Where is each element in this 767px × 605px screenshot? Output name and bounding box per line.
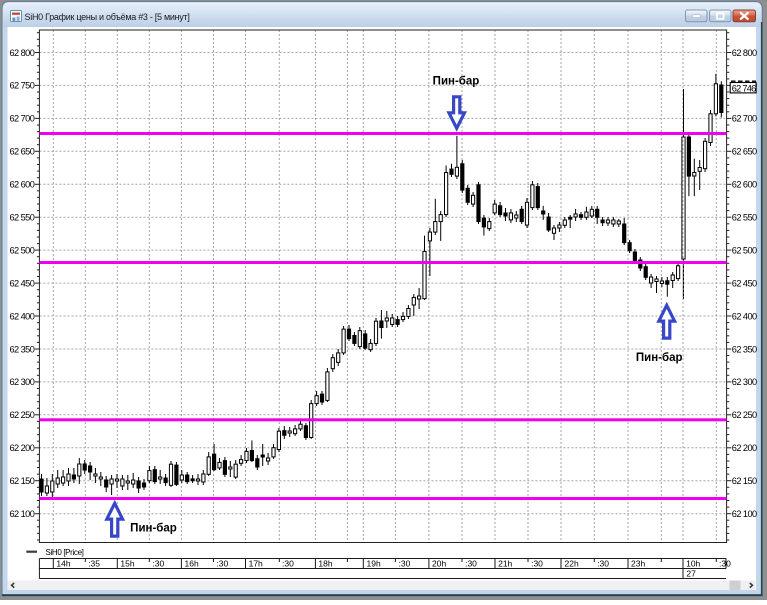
svg-text:15h: 15h: [120, 558, 134, 568]
svg-text:62 100: 62 100: [732, 509, 757, 519]
svg-text:Пин-бар: Пин-бар: [130, 523, 177, 535]
svg-text:62 550: 62 550: [732, 213, 757, 223]
svg-text:18h: 18h: [318, 558, 332, 568]
svg-text:62 550: 62 550: [9, 213, 34, 223]
svg-text:16h: 16h: [185, 558, 199, 568]
svg-text:62 200: 62 200: [732, 443, 757, 453]
svg-text:62 700: 62 700: [9, 114, 34, 124]
svg-text:23h: 23h: [631, 558, 645, 568]
svg-text:62 400: 62 400: [732, 311, 757, 321]
svg-text:14h: 14h: [56, 558, 70, 568]
svg-text::30: :30: [399, 558, 411, 568]
svg-text:62 200: 62 200: [9, 443, 34, 453]
svg-text:62 350: 62 350: [9, 344, 34, 354]
svg-text::30: :30: [531, 558, 543, 568]
svg-text::30: :30: [216, 558, 228, 568]
svg-text:20h: 20h: [432, 558, 446, 568]
svg-text:62 450: 62 450: [9, 278, 34, 288]
svg-text:Пин-бар: Пин-бар: [433, 76, 480, 88]
svg-text:62 800: 62 800: [732, 48, 757, 58]
svg-text:21h: 21h: [498, 558, 512, 568]
svg-text:62 600: 62 600: [732, 180, 757, 190]
svg-text:62 500: 62 500: [9, 245, 34, 255]
svg-text::30: :30: [719, 558, 731, 568]
svg-text::30: :30: [152, 558, 164, 568]
svg-text::30: :30: [282, 558, 294, 568]
svg-text:22h: 22h: [565, 558, 579, 568]
svg-text::35: :35: [88, 558, 100, 568]
svg-text:62 400: 62 400: [9, 311, 34, 321]
svg-text:62 350: 62 350: [732, 344, 757, 354]
svg-text:Пин-бар: Пин-бар: [636, 352, 683, 364]
svg-text:62 750: 62 750: [9, 81, 34, 91]
svg-text:19h: 19h: [367, 558, 381, 568]
svg-text:10h: 10h: [686, 558, 700, 568]
svg-text:62 650: 62 650: [732, 147, 757, 157]
svg-text:62 600: 62 600: [9, 180, 34, 190]
svg-text:62 700: 62 700: [732, 114, 757, 124]
svg-text:17h: 17h: [249, 558, 263, 568]
svg-text:62 800: 62 800: [9, 48, 34, 58]
svg-text:62 500: 62 500: [732, 245, 757, 255]
svg-text::30: :30: [465, 558, 477, 568]
svg-text:62 450: 62 450: [732, 278, 757, 288]
svg-text:62 250: 62 250: [732, 410, 757, 420]
svg-text:62 300: 62 300: [9, 377, 34, 387]
svg-text:62 150: 62 150: [9, 476, 34, 486]
svg-text:27: 27: [686, 569, 696, 579]
svg-text:62 250: 62 250: [9, 410, 34, 420]
svg-text:62 100: 62 100: [9, 509, 34, 519]
svg-text::30: :30: [597, 558, 609, 568]
svg-text:62 300: 62 300: [732, 377, 757, 387]
svg-text:SiH0 График цены и объёма #3 -: SiH0 График цены и объёма #3 - [5 минут]: [25, 12, 190, 22]
svg-text:62 650: 62 650: [9, 147, 34, 157]
svg-text:62 746: 62 746: [732, 83, 756, 93]
svg-text:SiH0 [Price]: SiH0 [Price]: [46, 548, 84, 557]
svg-text:62 150: 62 150: [732, 476, 757, 486]
